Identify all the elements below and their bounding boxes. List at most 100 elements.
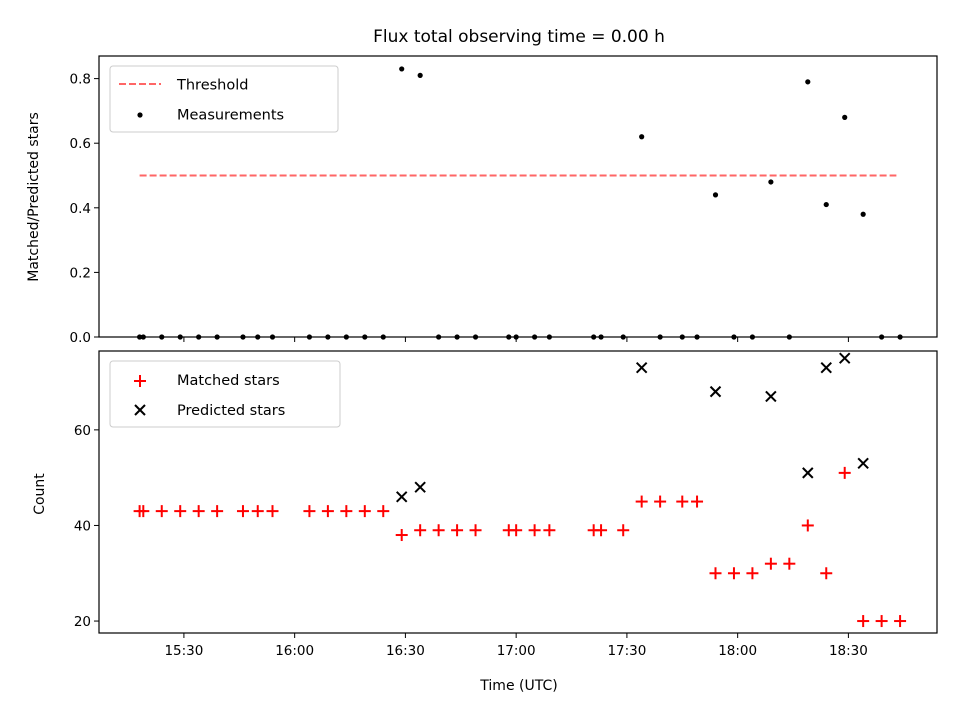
matched-star-marker	[155, 505, 168, 518]
bottom-panel: 20 40 60 15:30 16:00 16:30 17:00 17:30 18:00 18:…	[32, 350, 938, 694]
bottom-x-ticks: 15:30 16:00 16:30 17:00 17:30 18:00 18:30	[164, 633, 868, 659]
matched-star-marker	[875, 615, 888, 628]
matched-star-marker	[211, 505, 224, 518]
measurement-point	[177, 334, 183, 340]
predicted-star-marker	[802, 467, 814, 479]
measurement-point	[731, 334, 737, 340]
bottom-series	[133, 352, 907, 628]
measurement-point	[506, 334, 512, 340]
measurement-point	[436, 334, 442, 340]
bottom-axes-frame	[98, 350, 938, 634]
bottom-legend: Matched stars Predicted stars	[109, 360, 341, 428]
top-y-tick-label: 0.4	[70, 201, 91, 217]
x-tick-label: 17:30	[607, 643, 646, 659]
measurement-point	[306, 334, 313, 340]
measurement-point	[712, 192, 719, 198]
legend-matched-label: Matched stars	[177, 373, 280, 389]
measurement-point	[897, 334, 903, 340]
measurement-point	[196, 334, 202, 340]
measurement-point	[240, 334, 246, 340]
bottom-y-axis-label: Count	[32, 473, 48, 515]
measurement-point	[454, 334, 460, 340]
measurement-point	[842, 114, 848, 120]
measurement-point	[255, 334, 261, 340]
measurement-point	[598, 334, 604, 340]
predicted-star-marker	[709, 385, 722, 398]
predicted-star-marker	[396, 491, 408, 503]
matched-star-marker	[358, 505, 371, 518]
top-legend-box	[109, 65, 339, 133]
predicted-star-marker	[839, 352, 851, 364]
predicted-star-marker	[857, 457, 869, 470]
measurement-point	[749, 334, 756, 340]
measurement-point	[532, 334, 538, 340]
matched-star-marker	[174, 505, 187, 518]
matched-star-marker	[595, 524, 608, 537]
measurement-point	[620, 334, 626, 340]
measurement-point	[657, 334, 663, 340]
top-y-tick-label: 0.8	[70, 72, 91, 88]
matched-star-marker	[340, 505, 353, 518]
measurement-point	[269, 334, 276, 340]
predicted-star-marker	[414, 481, 426, 493]
measurement-point	[860, 211, 866, 217]
top-y-ticks: 0.0 0.2 0.4 0.6 0.8	[70, 72, 99, 346]
matched-star-marker	[727, 567, 740, 580]
legend-predicted-swatch	[134, 404, 146, 416]
matched-star-marker	[236, 505, 249, 518]
matched-star-marker	[801, 519, 814, 532]
measurement-point	[380, 334, 386, 340]
legend-matched-swatch	[134, 375, 146, 387]
x-tick-label: 16:30	[386, 643, 425, 659]
measurement-point	[823, 201, 829, 208]
predicted-star-marker	[765, 390, 777, 403]
measurement-point	[513, 334, 519, 340]
chart-title: Flux total observing time = 0.00 h	[373, 27, 665, 47]
x-tick-label: 15:30	[164, 643, 203, 659]
top-y-tick-label: 0.0	[70, 330, 91, 346]
matched-star-marker	[820, 567, 833, 580]
matched-star-marker	[838, 466, 851, 479]
matched-star-marker	[709, 567, 722, 580]
top-legend: Threshold Measurements	[109, 65, 339, 133]
legend-measurements-label: Measurements	[177, 108, 284, 124]
matched-star-marker	[303, 505, 316, 518]
top-y-axis-label: Matched/Predicted stars	[26, 112, 42, 282]
measurement-point	[325, 334, 331, 340]
matched-star-marker	[635, 495, 648, 508]
matched-star-marker	[395, 529, 408, 542]
measurement-point	[140, 334, 146, 340]
measurement-point	[472, 334, 479, 340]
matched-star-marker	[654, 495, 667, 508]
measurement-point	[591, 334, 597, 340]
legend-measurements-swatch	[137, 112, 143, 118]
matched-star-marker	[617, 524, 630, 537]
bottom-y-tick-label: 40	[74, 518, 91, 534]
measurement-point	[879, 334, 885, 340]
measurement-point	[639, 134, 645, 140]
matched-star-marker	[321, 505, 334, 518]
top-y-tick-label: 0.2	[70, 265, 91, 281]
matched-star-marker	[192, 505, 205, 518]
legend-threshold-label: Threshold	[176, 78, 248, 94]
measurement-point	[546, 334, 552, 340]
bottom-y-tick-label: 20	[74, 614, 91, 630]
measurement-point	[805, 79, 811, 85]
matched-star-marker	[251, 505, 264, 518]
predicted-star-marker	[635, 362, 648, 374]
measurement-point	[768, 179, 774, 185]
x-tick-label: 17:00	[497, 643, 536, 659]
x-tick-label: 18:30	[829, 643, 868, 659]
matched-star-marker	[691, 495, 704, 508]
matched-star-marker	[510, 524, 523, 537]
measurement-point	[417, 72, 423, 78]
measurement-point	[214, 334, 220, 340]
matched-star-marker	[137, 505, 150, 518]
matched-star-marker	[783, 557, 796, 570]
top-series	[137, 66, 903, 340]
matched-star-marker	[894, 615, 907, 628]
measurement-point	[679, 334, 685, 340]
matched-star-marker	[857, 615, 870, 628]
predicted-star-marker	[820, 362, 832, 374]
